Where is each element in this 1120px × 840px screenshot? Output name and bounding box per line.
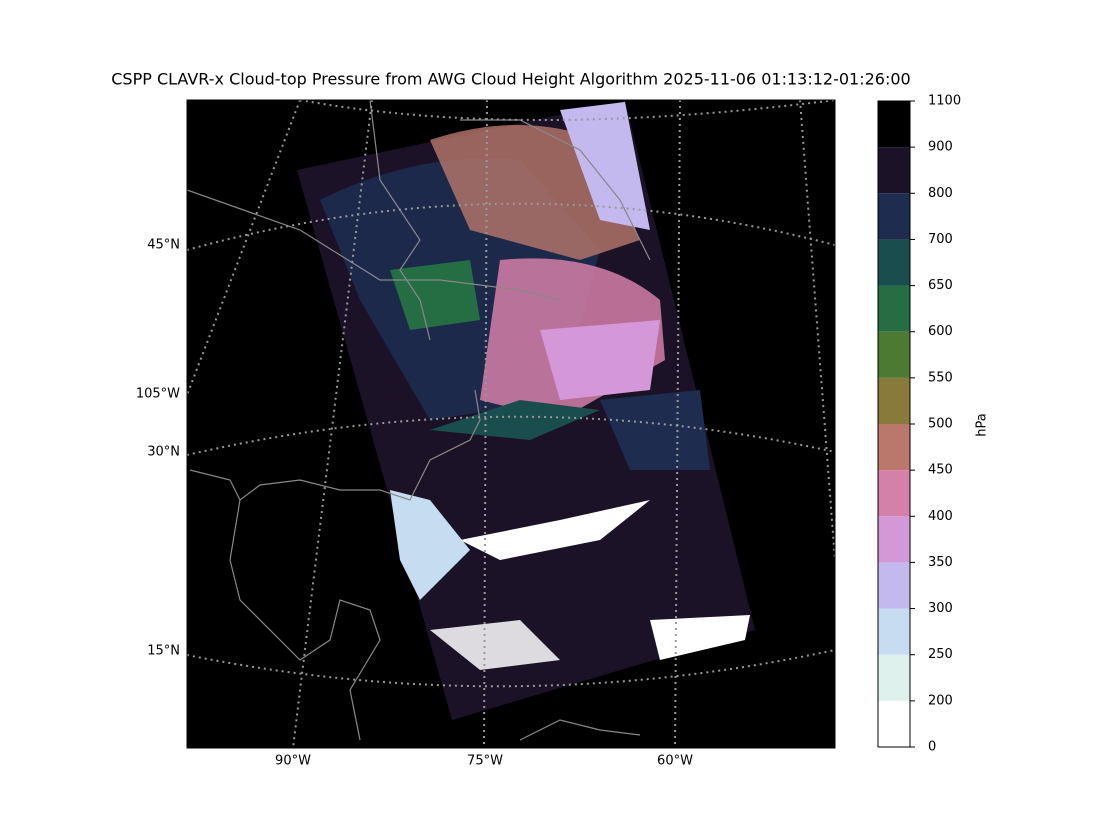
cloud xyxy=(600,390,710,470)
colorbar-segment xyxy=(878,239,910,286)
colorbar-tick-label: 600 xyxy=(928,324,953,339)
title: CSPP CLAVR-x Cloud-top Pressure from AWG… xyxy=(111,70,910,89)
colorbar-segment xyxy=(878,193,910,240)
graticule xyxy=(299,100,835,121)
cloud xyxy=(650,615,750,660)
lat-label: 45°N xyxy=(147,238,180,253)
map-frame xyxy=(186,99,836,749)
colorbar-segment xyxy=(878,424,910,471)
coastline xyxy=(187,100,651,741)
colorbar-tick-label: 200 xyxy=(928,693,953,708)
colorbar-tick-label: 250 xyxy=(928,647,953,662)
colorbar: 0 200 250 300 350 400 450 500 550 600 650 700 800 900… xyxy=(877,94,961,755)
colorbar-segment xyxy=(878,608,910,655)
colorbar-segment xyxy=(878,101,910,148)
colorbar-tick-label: 400 xyxy=(928,509,953,524)
lon-label: 105°W xyxy=(136,387,180,402)
graticule xyxy=(799,100,835,561)
colorbar-tick-label: 1100 xyxy=(928,94,961,109)
lat-label: 30°N xyxy=(147,445,180,460)
lon-label: 60°W xyxy=(657,754,693,769)
colorbar-tick-label: 800 xyxy=(928,186,953,201)
colorbar-segment xyxy=(878,700,910,747)
colorbar-segment xyxy=(878,147,910,194)
colorbar-tick-label: 450 xyxy=(928,463,953,478)
colorbar-tick-label: 0 xyxy=(928,740,936,755)
colorbar-tick-label: 300 xyxy=(928,601,953,616)
cloud xyxy=(390,260,480,330)
colorbar-segment xyxy=(878,470,910,517)
colorbar-segment xyxy=(878,562,910,609)
colorbar-segment xyxy=(878,331,910,378)
graticule xyxy=(187,100,301,396)
map xyxy=(187,100,835,748)
lon-label: 90°W xyxy=(275,754,311,769)
cloud xyxy=(430,620,560,670)
colorbar-segment xyxy=(878,654,910,701)
graticule xyxy=(292,100,373,748)
lat-label: 15°N xyxy=(147,644,180,659)
cloud xyxy=(460,500,650,560)
colorbar-tick-label: 550 xyxy=(928,370,953,385)
colorbar-segment xyxy=(878,516,910,563)
colorbar-label: hPa xyxy=(975,413,990,436)
graticule xyxy=(187,649,835,688)
colorbar-segment xyxy=(878,285,910,332)
colorbar-tick-label: 650 xyxy=(928,278,953,293)
graticule xyxy=(674,100,681,748)
cloud xyxy=(430,400,600,440)
colorbar-tick-label: 900 xyxy=(928,140,953,155)
lon-label: 75°W xyxy=(467,754,503,769)
colorbar-segment xyxy=(878,377,910,424)
colorbar-tick-label: 700 xyxy=(928,232,953,247)
graticule xyxy=(483,100,488,748)
cloud xyxy=(540,320,660,400)
colorbar-tick-label: 350 xyxy=(928,555,953,570)
cloud xyxy=(390,490,470,600)
colorbar-tick-label: 500 xyxy=(928,417,953,432)
cloud xyxy=(560,102,650,230)
